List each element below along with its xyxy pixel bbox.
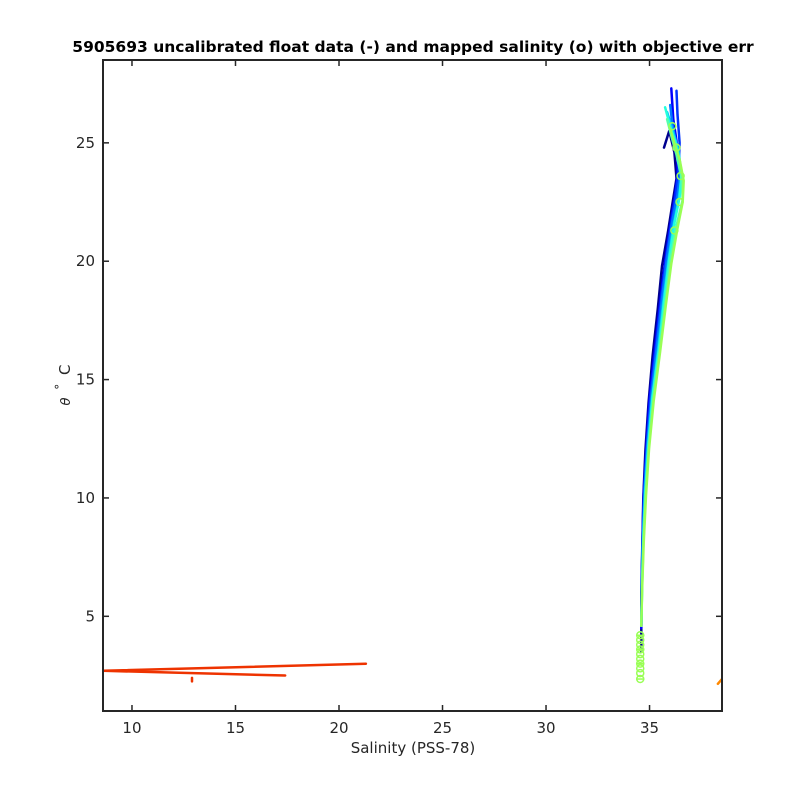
x-tick-label-25: 25 [433, 719, 452, 737]
svg-text:θ ° C: θ ° C [50, 364, 74, 405]
y-axis-label: θ ° C [50, 364, 74, 405]
y-tick-label-20: 20 [76, 252, 95, 270]
series-line-7 [640, 127, 685, 628]
mapped-salinity-point-11 [635, 659, 645, 668]
mapped-salinity-point-0 [668, 122, 677, 131]
mapped-salinity-point-14 [635, 674, 645, 684]
y-tick-label-25: 25 [76, 134, 95, 152]
mapped-salinity-point-13 [635, 668, 645, 678]
y-axis-label-degree: ° [53, 384, 67, 390]
y-tick-label-5: 5 [85, 607, 95, 625]
x-axis-ticks: 10 15 20 25 30 35 [122, 60, 659, 737]
y-tick-label-10: 10 [76, 489, 95, 507]
x-tick-label-10: 10 [122, 719, 141, 737]
x-tick-label-20: 20 [329, 719, 348, 737]
x-tick-label-30: 30 [536, 719, 555, 737]
chart-title: 5905693 uncalibrated float data (-) and … [72, 38, 754, 56]
mapped-salinity-point-12 [635, 664, 645, 673]
mapped-salinity-point-5 [635, 630, 645, 640]
y-axis-label-unit: C [56, 364, 74, 374]
plot-area [103, 87, 722, 686]
y-axis-ticks: 5 10 15 20 25 [76, 134, 722, 625]
x-tick-label-15: 15 [226, 719, 245, 737]
mapped-salinity-point-6 [635, 635, 645, 645]
x-axis-label: Salinity (PSS-78) [351, 739, 476, 757]
mapped-salinity-point-3 [675, 197, 684, 207]
series-layer [103, 87, 722, 686]
mapped-salinity-point-8 [635, 645, 645, 654]
mapped-salinity-point-10 [635, 654, 645, 664]
series-line-9 [103, 669, 287, 677]
mapped-salinity-layer [635, 122, 685, 684]
series-line-0 [640, 129, 678, 654]
y-axis-label-symbol: θ [59, 398, 74, 406]
mapped-salinity-point-2 [676, 171, 685, 181]
mapped-salinity-point-7 [635, 640, 645, 649]
mapped-salinity-point-4 [670, 226, 679, 235]
series-line-8 [103, 662, 368, 673]
mapped-salinity-point-9 [635, 649, 645, 659]
mapped-salinity-point-1 [672, 143, 681, 152]
axes-box [102, 59, 723, 712]
y-tick-label-15: 15 [76, 371, 95, 389]
x-tick-label-35: 35 [640, 719, 659, 737]
